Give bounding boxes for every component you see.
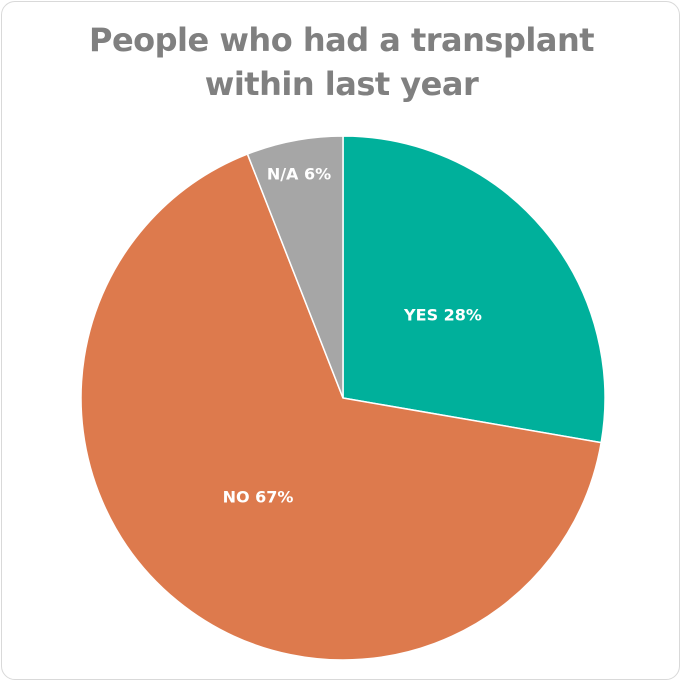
chart-title-line-1: People who had a transplant	[88, 21, 595, 59]
pie-labels: YES 28% NO 67% N/A 6%	[223, 165, 482, 507]
chart-title-line-2: within last year	[204, 65, 479, 103]
pie-slice-yes	[342, 135, 606, 444]
pie-label-na: N/A 6%	[267, 165, 331, 184]
pie-slice-na	[246, 135, 344, 399]
pie-label-no: NO 67%	[223, 488, 294, 507]
pie-label-yes: YES 28%	[403, 306, 482, 325]
pie-slices	[80, 135, 606, 661]
pie-slice-no	[80, 153, 603, 661]
chart-title: People who had a transplant within last …	[0, 18, 683, 106]
